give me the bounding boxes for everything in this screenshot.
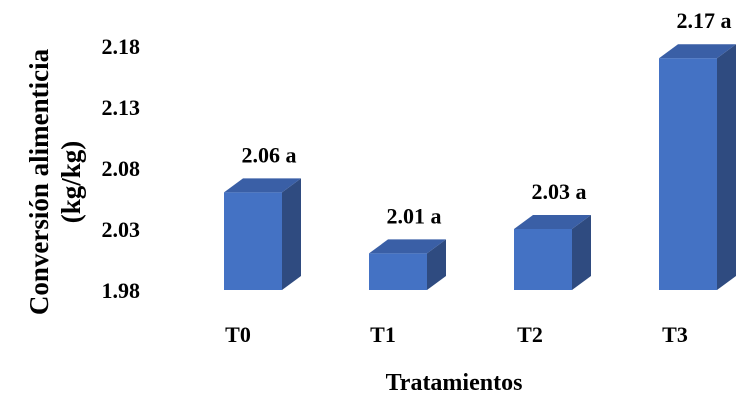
y-axis-title-line-2: (kg/kg) [56,141,86,224]
bars-group [224,44,736,291]
bar-top-face [659,44,736,59]
y-tick-label: 2.18 [102,34,141,59]
x-tick-label: T1 [370,322,396,347]
x-tick-label: T2 [517,322,543,347]
bar-side-face [427,239,446,290]
bar-top-face [224,178,301,193]
bar-front-face [224,192,282,290]
bar-t1 [369,239,446,290]
y-axis-title: Conversión alimenticia (kg/kg) [24,48,86,315]
bar-front-face [369,253,427,290]
bar-top-face [369,239,446,254]
data-labels: 2.06 a 2.01 a 2.03 a 2.17 a [242,8,732,228]
bar-side-face [717,44,736,291]
bar-side-face [282,178,301,290]
x-tick-label: T0 [225,322,251,347]
bar-front-face [659,58,717,291]
bar-front-face [514,229,572,290]
x-tick-label: T3 [662,322,688,347]
data-label: 2.01 a [387,203,442,228]
y-tick-label: 2.08 [102,156,141,181]
y-axis-title-line-1: Conversión alimenticia [24,48,54,315]
bar-t3 [659,44,736,291]
y-tick-label: 2.03 [102,217,141,242]
y-tick-label: 1.98 [102,278,141,303]
data-label: 2.03 a [532,179,587,204]
bar-t0 [224,178,301,290]
bar-side-face [572,215,591,290]
y-tick-label: 2.13 [102,95,141,120]
y-axis-ticks: 1.98 2.03 2.08 2.13 2.18 [102,34,141,303]
bar-top-face [514,215,591,229]
x-axis-title: Tratamientos [386,370,523,396]
bar-t2 [514,215,591,290]
data-label: 2.06 a [242,142,297,167]
x-axis-categories: T0 T1 T2 T3 [225,322,688,347]
data-label: 2.17 a [677,8,732,33]
